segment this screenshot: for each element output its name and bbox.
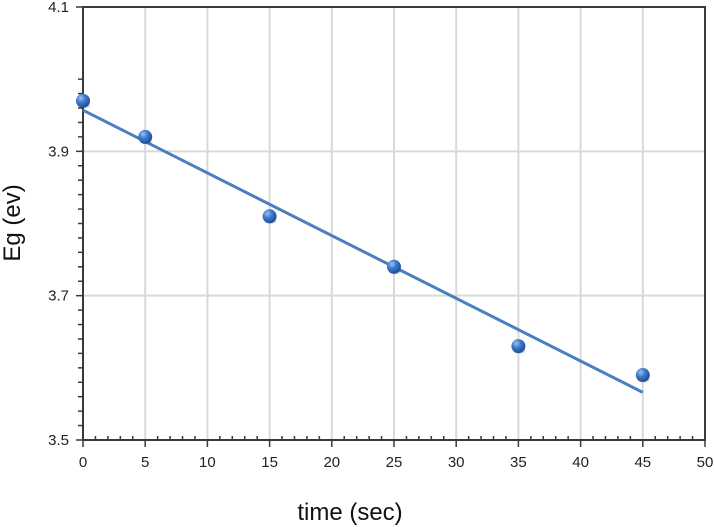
x-tick-label: 50	[697, 454, 714, 471]
x-tick-labels: 0 5 10 15 20 25 30 35 40 45 50	[79, 454, 714, 471]
data-points	[76, 93, 650, 383]
x-tick-label: 15	[261, 454, 278, 471]
x-tick-label: 35	[510, 454, 527, 471]
y-tick-label: 4.1	[48, 0, 69, 16]
x-axis-title: time (sec)	[297, 499, 402, 526]
data-point-marker	[262, 209, 277, 224]
x-tick-label: 0	[79, 454, 87, 471]
data-point-marker	[138, 129, 153, 144]
x-tick-label: 10	[199, 454, 216, 471]
x-tick-label: 20	[323, 454, 340, 471]
linear-fit-line	[82, 108, 644, 394]
gridlines	[83, 7, 705, 440]
trend-line	[82, 108, 644, 394]
axes	[76, 6, 706, 447]
x-tick-label: 5	[141, 454, 149, 471]
x-tick-label: 40	[572, 454, 589, 471]
x-tick-label: 25	[386, 454, 403, 471]
y-tick-labels: 3.5 3.7 3.9 4.1	[48, 0, 69, 449]
data-point-marker	[511, 339, 526, 354]
x-tick-label: 30	[448, 454, 465, 471]
data-point-marker	[76, 93, 90, 108]
y-axis-title: Eg (ev)	[0, 184, 26, 261]
data-point-marker	[635, 368, 650, 383]
data-point-marker	[387, 259, 401, 274]
y-tick-label: 3.7	[48, 288, 69, 305]
x-tick-label: 45	[634, 454, 651, 471]
y-tick-label: 3.5	[48, 432, 69, 449]
y-tick-label: 3.9	[48, 143, 69, 160]
